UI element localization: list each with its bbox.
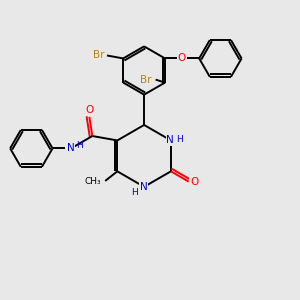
Text: H: H: [131, 188, 138, 196]
Text: CH₃: CH₃: [84, 177, 101, 186]
Text: H: H: [76, 141, 83, 150]
Text: N: N: [167, 135, 174, 145]
Text: N: N: [140, 182, 147, 192]
Text: O: O: [178, 53, 186, 63]
Text: O: O: [190, 177, 198, 187]
Text: Br: Br: [140, 75, 152, 85]
Text: N: N: [67, 143, 74, 153]
Text: O: O: [85, 105, 94, 116]
Text: Br: Br: [93, 50, 105, 61]
Text: H: H: [176, 135, 182, 144]
